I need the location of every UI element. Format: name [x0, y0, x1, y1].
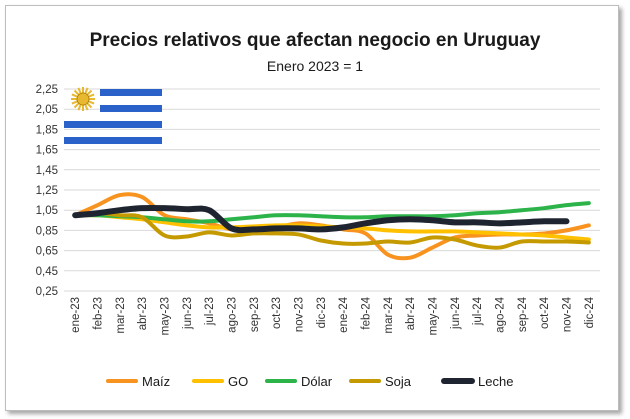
uruguay-flag [64, 87, 162, 144]
y-tick-label: 0,25 [36, 286, 58, 298]
legend: Maíz GO Dólar Soja Leche [106, 374, 513, 389]
flag-stripe [64, 137, 162, 144]
legend-label: Soja [385, 374, 412, 389]
y-tick-label: 1,25 [36, 185, 58, 197]
y-tick-label: 2,05 [36, 104, 58, 116]
y-axis-ticks: 2,25 2,05 1,85 1,65 1,45 1,25 1,05 0,85 0,65 0,45… [36, 84, 58, 298]
x-tick-label: ene-23 [70, 297, 82, 333]
y-tick-label: 1,65 [36, 145, 58, 157]
x-tick-label: mar-24 [383, 296, 395, 333]
chart-title: Precios relativos que afectan negocio en… [89, 30, 541, 51]
flag-stripe [100, 89, 162, 96]
x-tick-label: jul-24 [472, 296, 484, 326]
x-tick-label: feb-23 [93, 297, 105, 330]
x-tick-label: dic-23 [316, 297, 328, 328]
x-tick-label: may-24 [428, 296, 440, 335]
legend-label: Dólar [301, 374, 333, 389]
x-tick-label: jun-24 [450, 296, 462, 330]
y-tick-label: 0,45 [36, 266, 58, 278]
x-tick-label: jul-23 [204, 297, 216, 326]
y-tick-label: 1,85 [36, 124, 58, 136]
y-tick-label: 0,85 [36, 225, 58, 237]
x-axis-ticks: ene-23 feb-23 mar-23 abr-23 may-23 jun-23 jul-… [70, 296, 596, 335]
x-tick-label: ago-24 [495, 296, 507, 332]
flag-stripe [100, 105, 162, 112]
legend-label: GO [228, 374, 248, 389]
x-tick-label: mar-23 [115, 297, 127, 333]
grid-lines [64, 88, 600, 292]
chart-subtitle: Enero 2023 = 1 [266, 58, 364, 74]
x-tick-label: oct-24 [539, 296, 551, 329]
x-tick-label: oct-23 [271, 297, 283, 329]
x-tick-label: feb-24 [361, 296, 373, 329]
x-tick-label: abr-24 [405, 296, 417, 330]
x-tick-label: nov-24 [562, 296, 574, 332]
y-tick-label: 0,65 [36, 246, 58, 258]
legend-label: Maíz [142, 374, 170, 389]
x-tick-label: ago-23 [227, 297, 239, 333]
y-tick-label: 2,25 [36, 84, 58, 96]
x-tick-label: jun-23 [182, 297, 194, 330]
y-tick-label: 1,45 [36, 165, 58, 177]
series-line-soja [73, 211, 591, 250]
sun-icon [76, 92, 90, 106]
flag-stripe [64, 121, 162, 128]
x-tick-label: sep-24 [517, 296, 529, 332]
x-tick-label: dic-24 [584, 296, 596, 328]
x-tick-label: nov-23 [294, 297, 306, 332]
series-line-leche [72, 204, 570, 234]
x-tick-label: sep-23 [249, 297, 261, 332]
x-tick-label: ene-24 [338, 296, 350, 332]
chart-frame [5, 5, 619, 411]
series-line-dolar [73, 201, 591, 224]
x-tick-label: may-23 [160, 297, 172, 335]
legend-label: Leche [478, 374, 513, 389]
y-tick-label: 1,05 [36, 205, 58, 217]
series-lines [72, 192, 591, 261]
x-tick-label: abr-23 [137, 297, 149, 330]
